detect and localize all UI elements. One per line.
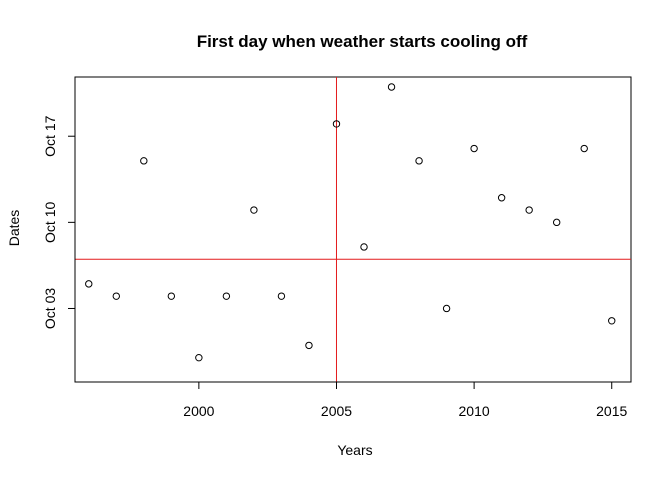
data-point-2008 — [415, 157, 423, 165]
data-point-2014 — [580, 144, 588, 153]
y-tick-label: Oct 17 — [42, 115, 58, 156]
x-axis: 2000 2005 2010 2015 — [183, 381, 628, 419]
y-tick-label: Oct 03 — [42, 288, 58, 329]
x-tick-label: 2005 — [321, 403, 352, 419]
data-point-2000 — [195, 353, 203, 362]
data-point-2007 — [387, 83, 396, 91]
data-points — [85, 83, 616, 362]
data-point-2011 — [497, 194, 506, 202]
data-point-1999 — [167, 292, 176, 300]
data-point-2009 — [442, 304, 451, 313]
data-point-2010 — [470, 144, 478, 153]
data-point-1996 — [85, 280, 93, 288]
data-point-2012 — [525, 206, 533, 214]
x-axis-label: Years — [337, 442, 372, 458]
data-point-2006 — [360, 243, 368, 251]
data-point-2005 — [332, 120, 341, 128]
y-tick-label: Oct 10 — [42, 202, 58, 243]
x-tick-label: 2000 — [183, 403, 214, 419]
reference-lines — [75, 77, 631, 382]
y-axis-label: Dates — [6, 210, 22, 247]
y-axis: Oct 03 Oct 10 Oct 17 — [42, 115, 76, 329]
data-point-2015 — [608, 317, 616, 325]
data-point-2004 — [305, 341, 313, 350]
x-tick-label: 2010 — [459, 403, 490, 419]
data-point-2013 — [552, 218, 561, 227]
chart-title: First day when weather starts cooling of… — [197, 32, 528, 51]
data-point-2003 — [277, 292, 286, 300]
x-tick-label: 2015 — [596, 403, 627, 419]
plot-area-frame — [74, 76, 632, 383]
data-point-1998 — [140, 157, 148, 165]
data-point-2001 — [222, 292, 231, 300]
data-point-2002 — [250, 206, 258, 214]
data-point-1997 — [112, 292, 120, 300]
